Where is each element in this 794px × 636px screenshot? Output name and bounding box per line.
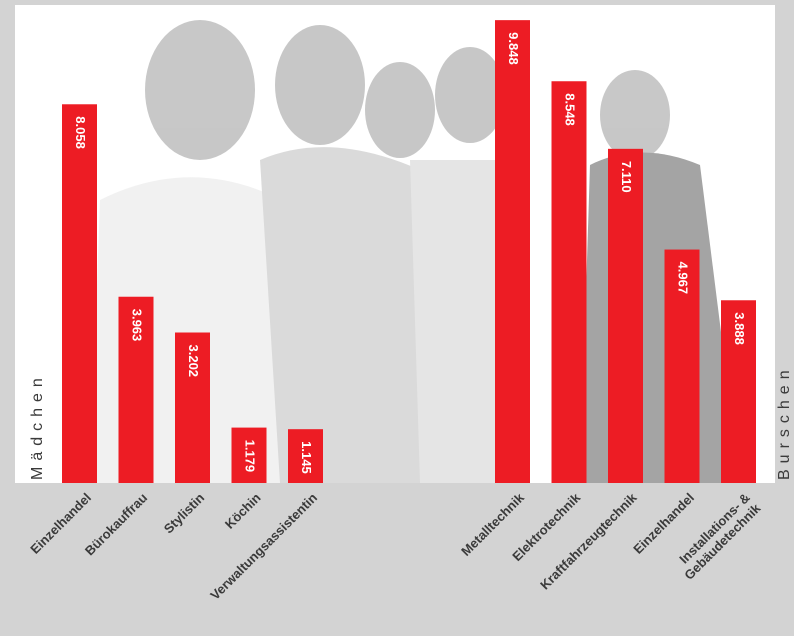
bar xyxy=(721,300,756,483)
group-label: Burschen xyxy=(776,364,793,480)
value-label: 3.202 xyxy=(186,345,201,378)
value-label: 1.179 xyxy=(243,440,258,473)
value-label: 1.145 xyxy=(299,441,314,474)
bar xyxy=(118,296,154,483)
bar xyxy=(495,20,530,483)
bar xyxy=(175,332,210,483)
bar xyxy=(551,81,587,483)
value-label: 4.967 xyxy=(676,262,691,295)
bar xyxy=(231,427,267,483)
value-label: 8.548 xyxy=(563,93,578,126)
bar xyxy=(664,249,700,483)
value-label: 3.963 xyxy=(130,309,145,342)
value-label: 8.058 xyxy=(73,116,88,149)
value-label: 9.848 xyxy=(506,32,521,65)
bar xyxy=(288,429,323,483)
value-label: 7.110 xyxy=(619,161,634,193)
value-label: 3.888 xyxy=(732,312,747,345)
bar xyxy=(62,104,97,484)
group-label: Mädchen xyxy=(29,372,46,480)
bar xyxy=(608,148,643,483)
